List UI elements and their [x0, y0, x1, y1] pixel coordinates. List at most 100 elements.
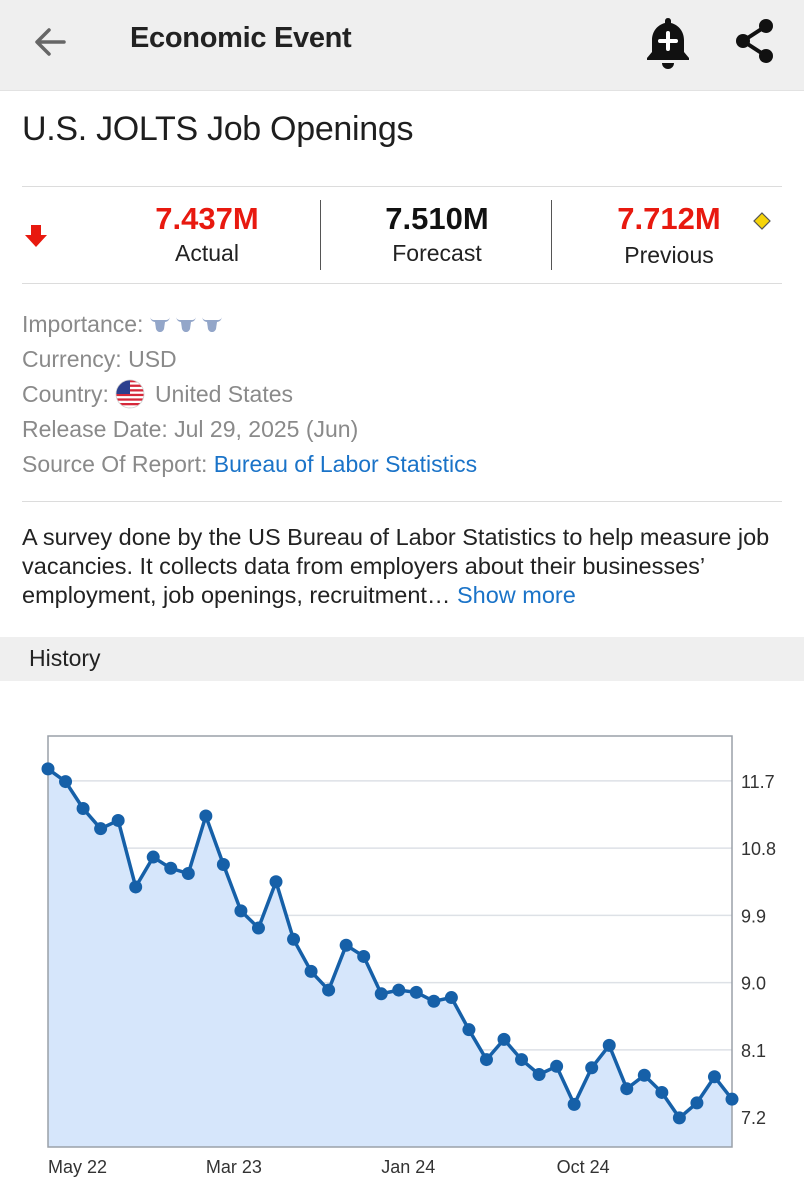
data-point[interactable]	[111, 813, 125, 827]
release-date-value: Jul 29, 2025 (Jun)	[174, 415, 359, 442]
arrow-left-icon	[35, 28, 66, 56]
data-point[interactable]	[532, 1068, 546, 1082]
data-point[interactable]	[181, 866, 195, 880]
importance-rating	[149, 315, 223, 333]
actual-label: Actual	[175, 240, 239, 266]
release-date-row: Release Date: Jul 29, 2025 (Jun)	[22, 411, 477, 446]
x-tick-label: May 22	[48, 1157, 107, 1177]
y-tick-label: 9.0	[741, 974, 766, 994]
data-point[interactable]	[602, 1038, 616, 1052]
data-point[interactable]	[94, 822, 108, 836]
data-point[interactable]	[269, 875, 283, 889]
data-point[interactable]	[339, 938, 353, 952]
x-tick-label: Oct 24	[557, 1157, 610, 1177]
history-line	[46, 767, 734, 1120]
data-point[interactable]	[672, 1111, 686, 1125]
country-label: Country:	[22, 380, 109, 407]
data-point[interactable]	[146, 850, 160, 864]
data-point[interactable]	[479, 1053, 493, 1067]
data-point[interactable]	[690, 1096, 704, 1110]
history-chart[interactable]: 11.7 10.8 9.9 9.0 8.1 7.2 May 22 Mar 23 Jan 24 O…	[0, 700, 804, 1200]
description-text: A survey done by the US Bureau of Labor …	[22, 524, 770, 608]
stat-separator	[320, 200, 321, 270]
data-point[interactable]	[304, 964, 318, 978]
bull-icon	[176, 316, 197, 332]
data-point[interactable]	[567, 1097, 581, 1111]
history-title: History	[29, 645, 101, 671]
actual-value: 7.437M	[155, 201, 259, 236]
data-point[interactable]	[199, 809, 213, 823]
currency-row: Currency: USD	[22, 341, 477, 376]
show-more-link[interactable]: Show more	[456, 582, 576, 608]
plot-frame	[47, 735, 733, 1148]
page-title: Economic Event	[130, 22, 352, 54]
y-tick-label: 7.2	[741, 1108, 766, 1128]
bull-icon	[202, 316, 223, 332]
add-alert-button[interactable]	[643, 14, 693, 70]
history-section-header: History	[0, 637, 804, 681]
data-point[interactable]	[357, 949, 371, 963]
event-description: A survey done by the US Bureau of Labor …	[22, 523, 792, 610]
data-point[interactable]	[409, 985, 423, 999]
currency-value: USD	[128, 345, 177, 372]
data-point[interactable]	[129, 880, 143, 894]
previous-label: Previous	[624, 242, 714, 268]
data-point[interactable]	[59, 775, 73, 789]
back-button[interactable]	[28, 20, 76, 64]
bell-plus-icon	[647, 18, 689, 69]
share-icon	[736, 19, 773, 63]
data-point[interactable]	[637, 1068, 651, 1082]
data-point[interactable]	[655, 1085, 669, 1099]
stat-separator	[551, 200, 552, 270]
share-button[interactable]	[730, 16, 780, 66]
divider	[22, 501, 782, 502]
data-point[interactable]	[76, 801, 90, 815]
data-point[interactable]	[41, 762, 55, 776]
data-point[interactable]	[216, 858, 230, 872]
data-point[interactable]	[707, 1070, 721, 1084]
event-info: Importance: Currency: USD Country:	[22, 306, 477, 481]
data-point[interactable]	[585, 1061, 599, 1075]
data-point[interactable]	[550, 1059, 564, 1073]
divider	[22, 283, 782, 284]
data-point[interactable]	[374, 987, 388, 1001]
top-bar: Economic Event	[0, 0, 804, 91]
x-tick-label: Mar 23	[206, 1157, 262, 1177]
diamond-icon[interactable]	[753, 212, 771, 230]
country-row: Country: United States	[22, 376, 477, 411]
data-point[interactable]	[234, 904, 248, 918]
event-stats: 7.437M Actual 7.510M Forecast 7.712M Pre…	[22, 188, 782, 284]
y-tick-label: 9.9	[741, 906, 766, 926]
data-point[interactable]	[322, 983, 336, 997]
data-point[interactable]	[392, 983, 406, 997]
importance-label: Importance:	[22, 310, 144, 337]
us-flag-icon	[115, 379, 145, 408]
arrow-down-icon	[25, 225, 47, 247]
country-value: United States	[154, 380, 294, 407]
data-point[interactable]	[620, 1082, 634, 1096]
data-point[interactable]	[515, 1053, 529, 1067]
data-point[interactable]	[427, 994, 441, 1008]
data-point[interactable]	[444, 991, 458, 1005]
y-tick-label: 8.1	[741, 1041, 766, 1061]
forecast-value: 7.510M	[385, 201, 489, 236]
data-point[interactable]	[497, 1032, 511, 1046]
previous-stat: 7.712M Previous	[584, 200, 754, 270]
source-row: Source Of Report: Bureau of Labor Statis…	[22, 446, 477, 481]
forecast-label: Forecast	[392, 240, 482, 266]
bull-icon	[150, 316, 171, 332]
source-link[interactable]: Bureau of Labor Statistics	[213, 450, 478, 477]
previous-value: 7.712M	[617, 201, 721, 236]
data-point[interactable]	[164, 861, 178, 875]
data-point[interactable]	[462, 1023, 476, 1037]
data-point[interactable]	[287, 932, 301, 946]
divider	[22, 186, 782, 187]
x-tick-label: Jan 24	[381, 1157, 435, 1177]
data-point[interactable]	[725, 1092, 739, 1106]
source-label: Source Of Report:	[22, 450, 208, 477]
currency-label: Currency:	[22, 345, 122, 372]
actual-stat: 7.437M Actual	[122, 200, 292, 268]
importance-row: Importance:	[22, 306, 477, 341]
release-date-label: Release Date:	[22, 415, 168, 442]
data-point[interactable]	[251, 921, 265, 935]
